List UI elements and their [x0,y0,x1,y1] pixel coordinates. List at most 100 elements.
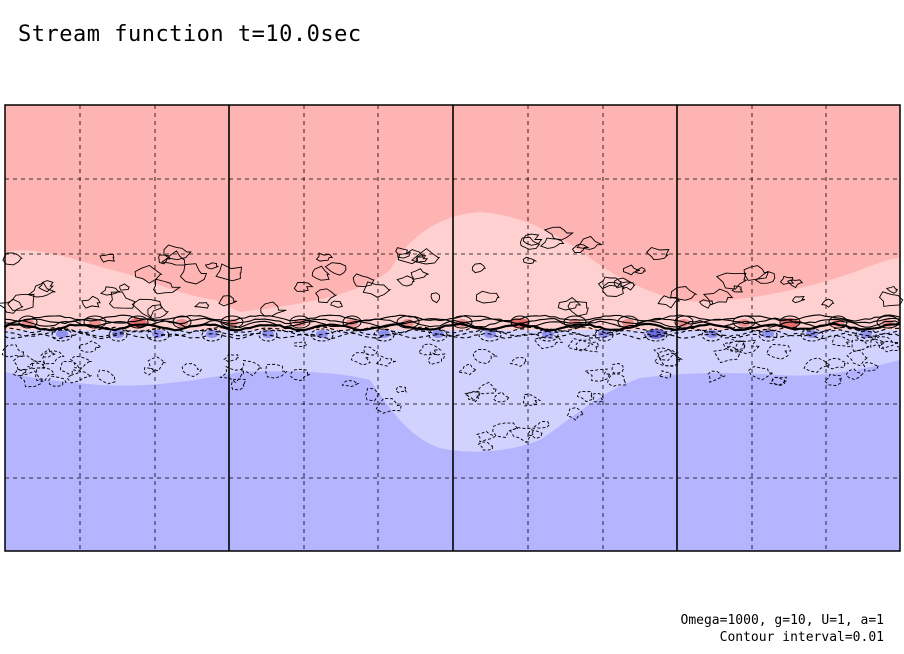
negative-contour-blob [657,370,672,379]
negative-vortex [56,330,68,338]
negative-contour-blob [265,363,289,379]
positive-contour-blob [415,254,428,263]
positive-contour-blob [754,271,776,284]
positive-contour-blob [193,302,210,309]
negative-contour-blob [872,335,899,350]
positive-contour-blob [119,283,130,291]
positive-contour-blob [311,265,331,281]
negative-contour-blob [290,368,311,382]
negative-contour-blob [592,393,604,403]
vortex-contour [828,315,848,329]
positive-contour-blob [539,237,565,249]
positive-contour-blob [731,285,744,293]
positive-contour-blob [81,295,101,309]
negative-contour-blob [363,346,379,356]
interface-contour [3,322,901,332]
negative-vortex [378,330,390,338]
negative-contour-blob [350,352,371,366]
positive-contour-blob [571,243,590,253]
positive-contour-blob [134,264,163,284]
positive-contour-blob [158,254,171,265]
negative-contour-blob [845,368,864,380]
positive-contour-blob [670,286,698,301]
positive-contour-blob [522,233,543,246]
positive-contour-blob [613,277,634,289]
negative-contour-blob [472,348,499,365]
positive-contour-blob [620,281,636,291]
vortex-contour [258,328,278,342]
positive-contour-blob [557,297,582,311]
positive-contour-blob [702,288,734,306]
negative-contour-blob [66,369,92,384]
negative-contour-blob [48,375,67,387]
vortex-contour [701,328,723,342]
vortex-contour [758,328,778,342]
negative-contour-blob [492,422,519,438]
positive-contour-blob [471,263,486,274]
negative-contour-blob [509,427,536,444]
negative-contour-blob [97,369,116,385]
negative-contour-blob [239,359,263,377]
negative-contour-blob [713,345,741,364]
positive-contour-blob [623,264,641,276]
negative-contour-blob [147,356,167,372]
positive-contour-blob [397,249,425,265]
positive-contour-blob [576,235,603,250]
negative-contour-blob [69,355,93,369]
positive-contour-blob [410,268,429,280]
negative-contour-blob [870,336,885,348]
positive-contour-blob [820,298,835,308]
positive-contour-blob [147,304,169,319]
negative-contour-blob [653,347,679,361]
negative-contour-blob [566,406,584,421]
vortex-contour [855,328,877,342]
negative-contour-blob [1,344,25,358]
negative-contour-blob [526,429,543,440]
negative-contour-blob [293,341,307,348]
vortex-contour [18,315,38,329]
negative-contour-blob [707,370,726,383]
positive-contour-blob [396,275,415,287]
negative-contour-blob [341,379,360,387]
negative-contour-blob [747,366,775,381]
positive-contour-blob [152,278,182,295]
negative-contour-blob [476,381,497,395]
vortex-contour [220,315,244,329]
positive-contour-blob [215,263,243,282]
negative-contour-blob [766,344,792,360]
positive-contour-blob [645,246,670,261]
negative-contour-blob [825,358,849,370]
negative-contour-blob [533,420,551,429]
positive-contour-blob [160,250,186,266]
positive-contour-blob [791,295,806,304]
positive-contour-blob [260,301,287,317]
positive-contour-blob [204,262,219,270]
negative-contour-blob [851,339,870,352]
positive-contour-blob [330,300,343,308]
negative-contour-blob [846,349,869,367]
positive-contour-blob [218,295,238,307]
negative-contour-blob [477,441,493,451]
interface-contour [4,328,901,338]
negative-contour-blob [831,335,854,348]
grid-lines [5,105,900,551]
vortex-contour [127,315,149,329]
positive-contour-blob [395,247,411,259]
positive-contour-blob [163,244,192,261]
negative-contour-blob [223,353,240,363]
negative-contour-blob [803,357,832,373]
vortex-contour [201,328,223,342]
positive-contour-blob [293,282,314,292]
negative-contour-blob [12,368,27,377]
vortex-contour [644,328,668,342]
positive-contour-blob [634,266,646,274]
negative-contour-blob [862,362,880,372]
positive-contour-blob [362,281,392,298]
positive-contour-blob [0,298,24,314]
negative-contour-blob [769,376,787,386]
negative-contour-blob [78,340,102,353]
negative-contour-blob [181,363,203,377]
plot-frame [4,104,901,552]
negative-vortex [762,330,774,338]
